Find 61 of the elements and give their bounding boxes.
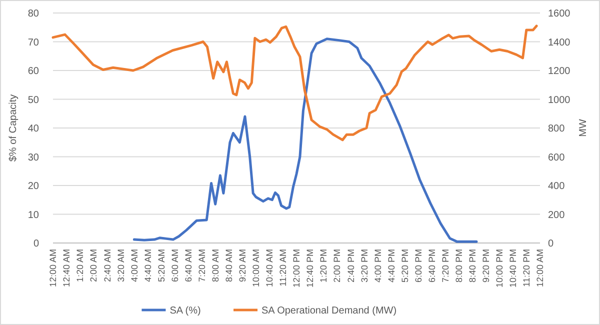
x-tick-label: 12:00 AM [48,249,58,288]
y2-tick-label: 400 [548,181,566,192]
x-tick-label: 5:20 AM [156,249,166,282]
y-tick-label: 70 [28,37,40,48]
y2-tick-label: 1400 [548,37,571,48]
y-tick-label: 40 [28,124,40,134]
x-tick-label: 3:20 AM [116,249,126,282]
x-tick-label: 7:20 AM [196,249,207,282]
x-tick-label: 12:00 PM [292,249,302,288]
y2-tick-label: 600 [548,152,566,164]
x-tick-label: 12:40 AM [62,249,72,288]
x-tick-label: 6:00 PM [413,249,424,283]
y-tick-label: 60 [28,66,40,77]
y2-tick-label: 0 [548,238,554,250]
x-tick-label: 11:20 AM [278,249,288,286]
x-tick-label: 8:40 PM [468,249,478,283]
line-series [52,24,538,142]
x-tick-label: 5:20 PM [400,249,410,283]
x-tick-label: 4:00 PM [372,249,383,283]
x-tick-label: 2:00 PM [332,249,342,283]
y-tick-label: 50 [28,94,40,106]
y2-tick-label: 800 [548,124,566,134]
y2-tick-label: 1000 [548,94,571,106]
y-tick-label: 80 [28,8,40,20]
x-tick-label: 3:20 PM [359,249,370,283]
x-tick-label: 9:20 AM [238,249,248,282]
y-tick-label: 20 [28,181,40,192]
x-tick-label: 7:20 PM [440,249,450,283]
x-tick-label: 4:40 AM [142,249,153,282]
x-tick-label: 1:20 AM [75,249,86,282]
legend-label: SA Operational Demand (MW) [262,306,397,316]
x-tick-label: 11:20 PM [522,249,532,287]
x-tick-label: 12:00 AM [535,249,546,288]
x-tick-label: 4:00 AM [129,249,140,282]
x-tick-label: 10:40 PM [508,249,518,288]
x-tick-label: 6:40 PM [426,249,437,283]
x-tick-label: 6:00 AM [170,249,180,282]
x-tick-label: 10:40 AM [264,249,275,288]
line-series [132,38,478,243]
x-tick-label: 8:00 PM [454,249,464,283]
y2-axis-title: MW [578,118,589,137]
x-tick-label: 2:00 AM [88,249,99,282]
x-tick-label: 10:00 AM [251,249,262,288]
y-tick-label: 0 [33,238,40,250]
y-tick-label: 10 [28,210,40,221]
y2-tick-label: 1200 [548,66,571,77]
x-tick-label: 4:40 PM [386,249,396,283]
y-tick-label: 30 [28,152,40,164]
x-tick-label: 6:40 AM [183,249,194,282]
x-tick-label: 8:40 AM [224,249,234,282]
x-tick-label: 12:40 PM [305,249,316,288]
y2-tick-label: 200 [548,210,566,221]
x-tick-label: 8:00 AM [210,249,220,282]
x-tick-label: 2:40 AM [102,249,112,282]
legend-label: SA (%) [170,306,201,316]
y-axis-title: $% of Capacity [8,94,19,162]
x-tick-label: 1:20 PM [318,249,329,283]
y2-tick-label: 1600 [548,8,571,20]
x-tick-label: 2:40 PM [346,249,356,283]
x-tick-label: 10:00 PM [494,249,505,288]
x-tick-label: 9:20 PM [481,249,492,283]
